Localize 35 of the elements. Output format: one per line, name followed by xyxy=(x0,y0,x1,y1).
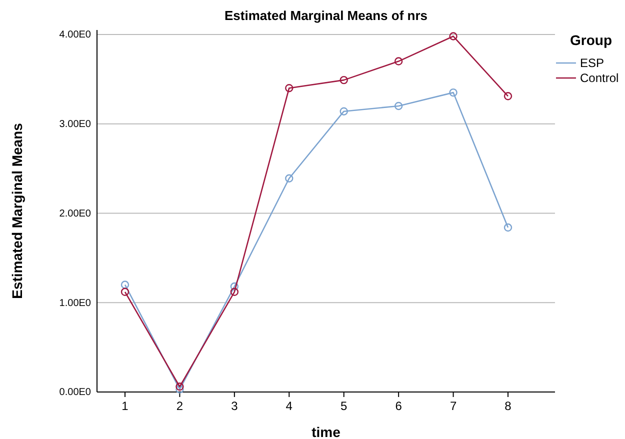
point xyxy=(449,32,458,40)
x-tick-label: 8 xyxy=(504,399,512,413)
point xyxy=(120,288,130,296)
y-tick-label: 4.00E0 xyxy=(59,30,92,41)
point xyxy=(394,57,403,66)
x-tick-label: 4 xyxy=(286,399,293,413)
y-tick-label: 1.00E0 xyxy=(59,298,92,309)
point xyxy=(230,288,239,296)
point xyxy=(176,385,184,394)
y-tick-label: 3.00E0 xyxy=(59,119,92,130)
point xyxy=(340,107,348,116)
legend-label: Control xyxy=(580,70,619,85)
point xyxy=(120,280,130,289)
y-tick-label: 0.00E0 xyxy=(59,387,92,398)
point xyxy=(176,382,184,391)
point xyxy=(504,92,512,100)
x-tick-label: 7 xyxy=(450,399,457,413)
legend-title: Group xyxy=(570,32,612,48)
chart-title: Estimated Marginal Means of nrs xyxy=(224,8,428,23)
x-axis-title: time xyxy=(312,424,341,439)
x-tick-label: 3 xyxy=(231,399,238,413)
point xyxy=(285,174,294,182)
y-tick-label: 2.00E0 xyxy=(59,208,92,220)
y-axis-title: Estimated Marginal Means xyxy=(9,122,25,299)
point xyxy=(285,84,294,92)
legend-label: ESP xyxy=(580,56,604,70)
x-tick-label: 1 xyxy=(122,399,129,413)
point xyxy=(449,88,458,97)
point xyxy=(504,223,512,232)
point xyxy=(230,282,239,291)
point xyxy=(340,76,348,84)
point xyxy=(394,102,403,110)
x-tick-label: 5 xyxy=(340,399,348,413)
x-tick-label: 2 xyxy=(176,399,184,413)
x-tick-label: 6 xyxy=(395,399,402,413)
